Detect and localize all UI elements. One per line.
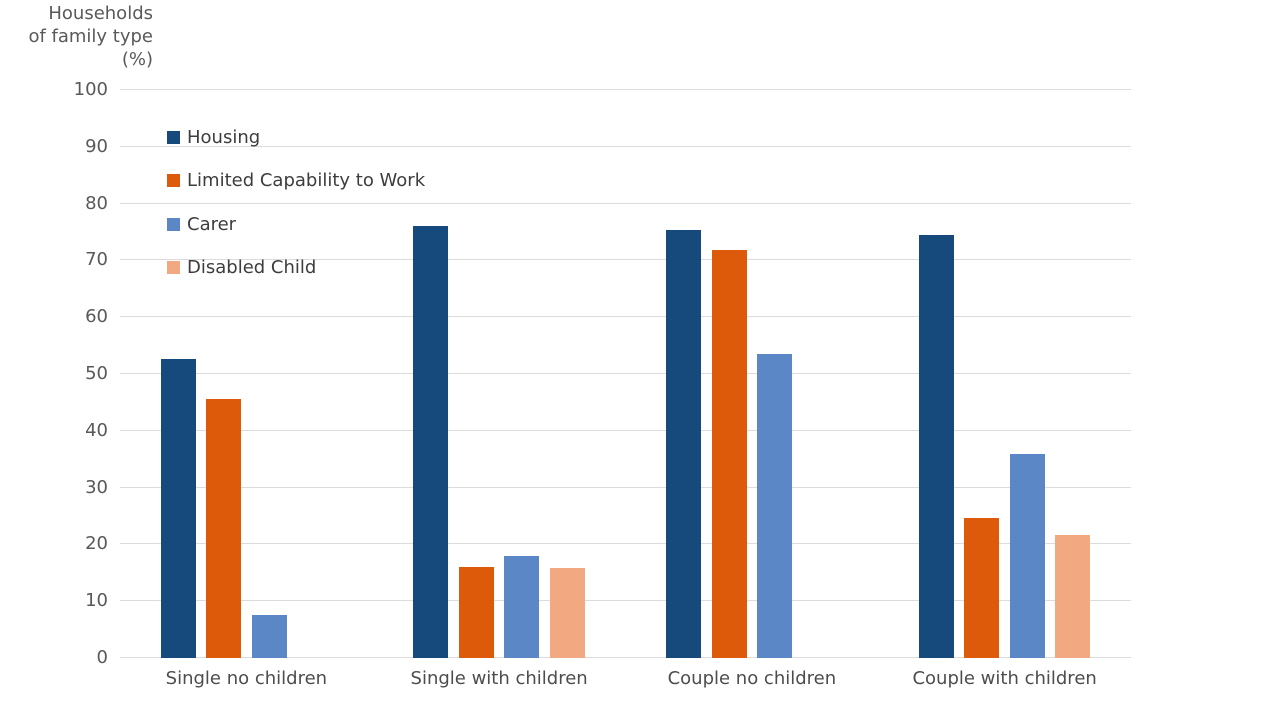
legend-label: Limited Capability to Work (187, 170, 426, 191)
legend-label: Housing (187, 126, 261, 148)
y-tick-label: 90 (85, 135, 108, 157)
gridline (120, 373, 1131, 374)
y-tick-label: 0 (96, 647, 108, 668)
legend-item-disabled-child: Disabled Child (167, 257, 425, 278)
gridline (120, 316, 1131, 318)
bar-housing (160, 359, 196, 658)
y-tick-label: 60 (85, 306, 108, 328)
bar-group-single-with-children (373, 90, 626, 658)
legend-item-limited-capability-to-work: Limited Capability to Work (167, 170, 426, 191)
bar-group-single-no-children (120, 90, 373, 658)
x-axis-category-label: Couple with children (912, 668, 1097, 689)
y-axis-title: Households of family type (%) (8, 2, 153, 71)
y-axis-title-line: (%) (121, 49, 153, 70)
legend-item-carer: Carer (167, 213, 425, 235)
bar-disabled-child (549, 568, 585, 658)
bar-carer (504, 556, 540, 658)
y-tick-label: 40 (85, 419, 108, 441)
legend: Housing Limited Capability to Work Carer Di… (167, 127, 425, 301)
legend-color-swatch-icon (167, 130, 180, 144)
gridline (120, 600, 1131, 602)
y-axis-title-line: of family type (28, 26, 153, 47)
bar-disabled-child (1055, 534, 1091, 658)
bar-carer (757, 354, 793, 658)
bar-carer (1009, 454, 1045, 658)
y-tick-label: 70 (85, 249, 108, 271)
legend-color-swatch-icon (167, 261, 180, 274)
legend-label: Disabled Child (187, 257, 317, 278)
bar-limited-capability-to-work (206, 399, 242, 658)
x-axis-category-label: Single no children (165, 668, 328, 689)
gridline (120, 486, 1131, 488)
legend-color-swatch-icon (167, 217, 180, 231)
bar-housing (918, 235, 954, 658)
gridline (120, 543, 1131, 545)
y-tick-label: 30 (85, 476, 108, 498)
gridline (120, 145, 1131, 147)
plot-area (120, 89, 1131, 658)
bar-group-couple-no-children (626, 90, 879, 658)
bar-limited-capability-to-work (964, 517, 1000, 658)
bar-carer (251, 615, 287, 658)
y-tick-label: 80 (85, 192, 108, 214)
y-axis-title-line: Households (48, 3, 153, 24)
gridline (120, 657, 1131, 658)
bar-limited-capability-to-work (458, 566, 494, 658)
bar-housing (666, 230, 702, 658)
legend-label: Carer (187, 213, 237, 235)
bar-housing (413, 226, 449, 658)
gridline (120, 89, 1131, 90)
bar-limited-capability-to-work (711, 249, 747, 658)
y-tick-label: 20 (85, 533, 108, 555)
x-axis-category-label: Couple no children (667, 668, 837, 689)
y-tick-label: 10 (85, 590, 108, 612)
x-axis-category-label: Single with children (410, 668, 588, 689)
legend-item-housing: Housing (167, 126, 425, 148)
bar-group-couple-with-children (878, 90, 1131, 658)
gridline (120, 202, 1131, 204)
y-tick-label: 50 (85, 363, 108, 384)
y-tick-label: 100 (73, 79, 108, 100)
gridline (120, 429, 1131, 431)
legend-color-swatch-icon (167, 174, 180, 187)
gridline (120, 259, 1131, 261)
